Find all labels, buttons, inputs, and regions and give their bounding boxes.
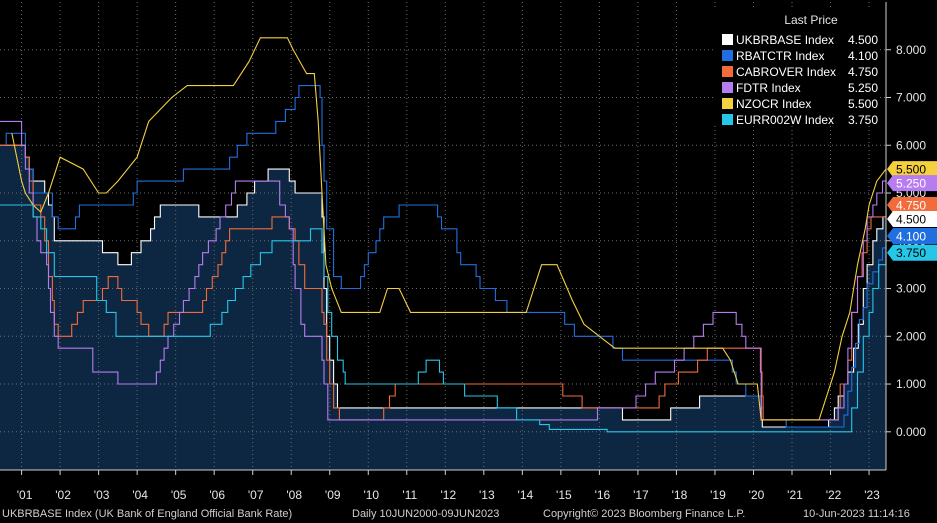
last-price-tag-rbatctr: 4.100 bbox=[887, 228, 937, 244]
x-tick-label: '13 bbox=[479, 488, 495, 502]
legend-entry-ukbrbase: UKBRBASE Index 4.500 bbox=[722, 33, 878, 47]
y-tick-label: 2.000 bbox=[896, 329, 926, 343]
last-price-tag-bg bbox=[887, 175, 937, 192]
series-area-ukbrbase bbox=[0, 145, 886, 471]
legend-value: 4.100 bbox=[848, 49, 878, 63]
x-tick-label: '16 bbox=[595, 488, 611, 502]
last-price-tag-bg bbox=[887, 244, 937, 261]
y-tick-label: 0.000 bbox=[896, 425, 926, 439]
last-price-tag-bg bbox=[887, 228, 937, 244]
legend-entry-eurr002w: EURR002W Index 3.750 bbox=[722, 113, 878, 127]
y-tick-label: 7.000 bbox=[896, 91, 926, 105]
legend-name: UKBRBASE Index bbox=[736, 33, 834, 47]
legend-swatch bbox=[722, 66, 733, 77]
last-price-tag-value: 4.100 bbox=[896, 230, 926, 244]
legend-value: 4.750 bbox=[848, 65, 878, 79]
legend-swatch bbox=[722, 98, 733, 109]
last-price-tag-value: 4.500 bbox=[896, 213, 926, 227]
footer-copyright: Copyright© 2023 Bloomberg Finance L.P. bbox=[543, 508, 746, 520]
x-tick-label: '18 bbox=[672, 488, 688, 502]
legend-swatch bbox=[722, 50, 733, 61]
x-tick-label: '22 bbox=[826, 488, 842, 502]
last-price-tag-bg bbox=[887, 161, 937, 178]
series-line-fdtr bbox=[0, 120, 886, 421]
x-tick-label: '04 bbox=[132, 488, 148, 502]
legend-entry-nzocr: NZOCR Index 5.500 bbox=[722, 97, 878, 111]
series-line-eurr002w bbox=[0, 204, 887, 433]
x-tick-label: '11 bbox=[402, 488, 417, 502]
last-price-tag-ukbrbase: 4.500 bbox=[887, 211, 937, 227]
y-tick-label: 6.000 bbox=[896, 138, 926, 152]
footer: UKBRBASE Index (UK Bank of England Offic… bbox=[0, 506, 937, 523]
series-line-nzocr bbox=[11, 37, 887, 421]
legend-swatch bbox=[722, 82, 733, 93]
legend-entry-rbatctr: RBATCTR Index 4.100 bbox=[722, 49, 878, 63]
legend-entry-cabrover: CABROVER Index 4.750 bbox=[722, 65, 878, 79]
x-tick-label: '23 bbox=[864, 488, 880, 502]
last-price-tag-value: 4.750 bbox=[896, 199, 926, 213]
legend-value: 5.500 bbox=[848, 97, 878, 111]
legend-name: CABROVER Index bbox=[736, 65, 836, 79]
x-tick-label: '01 bbox=[17, 488, 33, 502]
x-tick-label: '06 bbox=[209, 488, 225, 502]
x-tick-label: '08 bbox=[286, 488, 302, 502]
series-line-rbatctr bbox=[0, 85, 887, 428]
footer-timestamp: 10-Jun-2023 11:14:16 bbox=[803, 508, 910, 520]
legend-value: 5.250 bbox=[848, 81, 878, 95]
legend-box bbox=[714, 8, 880, 126]
x-tick-label: '02 bbox=[55, 488, 71, 502]
legend-name: NZOCR Index bbox=[736, 97, 811, 111]
x-tick-label: '17 bbox=[633, 488, 649, 502]
last-price-tag-eurr002w: 3.750 bbox=[887, 244, 937, 261]
y-tick-label: 3.000 bbox=[896, 282, 926, 296]
footer-range: Daily 10JUN2000-09JUN2023 bbox=[352, 508, 500, 520]
legend-swatch bbox=[722, 34, 733, 45]
legend-value: 4.500 bbox=[848, 33, 878, 47]
x-tick-label: '09 bbox=[325, 488, 341, 502]
legend-name: EURR002W Index bbox=[736, 113, 834, 127]
x-tick-label: '10 bbox=[363, 488, 379, 502]
x-tick-label: '12 bbox=[440, 488, 456, 502]
legend-name: FDTR Index bbox=[736, 81, 801, 95]
x-tick-label: '20 bbox=[749, 488, 765, 502]
last-price-tag-bg bbox=[887, 211, 937, 227]
legend-value: 3.750 bbox=[848, 113, 878, 127]
last-price-tag-cabrover: 4.750 bbox=[887, 197, 937, 213]
footer-title: UKBRBASE Index (UK Bank of England Offic… bbox=[2, 508, 293, 520]
last-price-tag-fdtr: 5.250 bbox=[887, 175, 937, 192]
x-tick-label: '15 bbox=[556, 488, 572, 502]
last-price-tag-value: 3.750 bbox=[896, 246, 926, 260]
last-price-tag-nzocr: 5.500 bbox=[887, 161, 937, 178]
legend-name: RBATCTR Index bbox=[736, 49, 824, 63]
legend-entry-fdtr: FDTR Index 5.250 bbox=[722, 81, 878, 95]
legend-title: Last Price bbox=[784, 13, 838, 27]
x-tick-label: '19 bbox=[710, 488, 726, 502]
last-price-tag-value: 5.250 bbox=[896, 177, 926, 191]
x-tick-label: '05 bbox=[171, 488, 187, 502]
legend-swatch bbox=[722, 114, 733, 125]
x-tick-label: '03 bbox=[94, 488, 110, 502]
series-line-cabrover bbox=[0, 144, 887, 421]
y-tick-label: 8.000 bbox=[896, 43, 926, 57]
last-price-tag-value: 5.500 bbox=[896, 163, 926, 177]
x-tick-label: '21 bbox=[787, 488, 803, 502]
x-tick-label: '07 bbox=[248, 488, 264, 502]
y-tick-label: 1.000 bbox=[896, 377, 926, 391]
last-price-tag-bg bbox=[887, 197, 937, 213]
x-tick-label: '14 bbox=[518, 488, 534, 502]
